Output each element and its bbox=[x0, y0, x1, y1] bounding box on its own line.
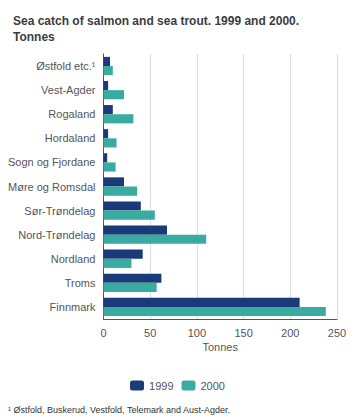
svg-text:100: 100 bbox=[188, 327, 206, 339]
svg-text:Vest-Agder: Vest-Agder bbox=[41, 84, 96, 96]
svg-text:200: 200 bbox=[281, 327, 299, 339]
svg-text:Hordaland: Hordaland bbox=[45, 132, 96, 144]
svg-text:1999: 1999 bbox=[149, 380, 173, 392]
svg-text:Møre og Romsdal: Møre og Romsdal bbox=[8, 181, 95, 193]
svg-text:Tonnes: Tonnes bbox=[202, 341, 238, 353]
svg-text:Rogaland: Rogaland bbox=[48, 108, 95, 120]
svg-text:50: 50 bbox=[144, 327, 156, 339]
svg-text:Østfold etc.¹: Østfold etc.¹ bbox=[36, 60, 96, 72]
svg-text:Tonnes: Tonnes bbox=[13, 30, 55, 44]
svg-text:¹ Østfold, Buskerud, Vestfold,: ¹ Østfold, Buskerud, Vestfold, Telemark … bbox=[8, 405, 230, 415]
svg-text:2000: 2000 bbox=[201, 380, 225, 392]
svg-text:Finnmark: Finnmark bbox=[50, 301, 96, 313]
svg-text:Nord-Trøndelag: Nord-Trøndelag bbox=[18, 229, 95, 241]
svg-text:Troms: Troms bbox=[65, 277, 96, 289]
svg-text:150: 150 bbox=[234, 327, 252, 339]
svg-text:250: 250 bbox=[328, 327, 346, 339]
svg-text:Nordland: Nordland bbox=[51, 253, 96, 265]
svg-text:0: 0 bbox=[100, 327, 106, 339]
svg-text:Sør-Trøndelag: Sør-Trøndelag bbox=[24, 205, 95, 217]
svg-text:Sogn og Fjordane: Sogn og Fjordane bbox=[8, 156, 95, 168]
svg-text:Sea catch of salmon and sea tr: Sea catch of salmon and sea trout. 1999 … bbox=[13, 14, 299, 28]
